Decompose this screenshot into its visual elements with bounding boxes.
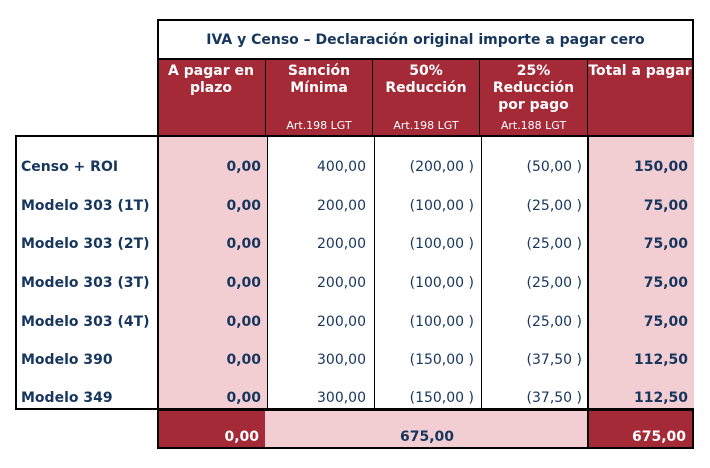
row-label: Modelo 349 [21, 390, 113, 406]
col-header-sub: Art.188 LGT [500, 119, 567, 132]
cell-plazo: 0,00 [226, 390, 261, 406]
cell-total: 75,00 [643, 198, 688, 214]
cell-total: 75,00 [643, 236, 688, 252]
row-label: Modelo 390 [21, 352, 113, 368]
plazo-column-bg [157, 137, 267, 408]
cell-red50: (150,00 ) [409, 352, 474, 368]
divider [267, 137, 268, 408]
col-header-sub: Art.198 LGT [286, 119, 352, 132]
divider [587, 137, 589, 408]
col-header-line: Reducción [492, 80, 575, 96]
border [157, 58, 159, 136]
cell-total: 75,00 [643, 314, 688, 330]
row-label: Modelo 303 (2T) [21, 236, 150, 252]
divider [157, 137, 159, 408]
cell-red50: (100,00 ) [409, 275, 474, 291]
row-label: Modelo 303 (1T) [21, 198, 150, 214]
table-row: Modelo 303 (2T) 0,00 200,00 (100,00 ) (2… [17, 236, 696, 256]
table-body: Censo + ROI 0,00 400,00 (200,00 ) (50,00… [15, 135, 694, 410]
total-plazo: 0,00 [224, 429, 259, 445]
cell-plazo: 0,00 [226, 236, 261, 252]
total-plazo-cell: 0,00 [157, 409, 267, 449]
divider [374, 137, 375, 408]
grand-total: 675,00 [631, 429, 686, 445]
col-header-line: Sanción [287, 63, 351, 79]
table-row: Modelo 390 0,00 300,00 (150,00 ) (37,50 … [17, 352, 696, 372]
cell-plazo: 0,00 [226, 159, 261, 175]
cell-red25: (25,00 ) [526, 236, 582, 252]
col-header-line: por pago [498, 97, 569, 113]
total-sanciones-cell: 675,00 [265, 409, 589, 449]
cell-red25: (25,00 ) [526, 275, 582, 291]
cell-total: 112,50 [633, 352, 688, 368]
row-label: Modelo 303 (3T) [21, 275, 150, 291]
total-sanciones: 675,00 [399, 429, 455, 445]
col-header-red50: 50% Reducción Art.198 LGT [372, 58, 479, 136]
cell-sancion: 300,00 [317, 352, 366, 368]
col-header-line: 25% [516, 63, 551, 79]
cell-red25: (25,00 ) [526, 198, 582, 214]
col-header-line: plazo [189, 80, 233, 96]
divider [481, 137, 482, 408]
col-header-line: 50% [409, 63, 443, 79]
cell-plazo: 0,00 [226, 314, 261, 330]
cell-red50: (100,00 ) [409, 314, 474, 330]
col-header-sub: Art.198 LGT [393, 119, 459, 132]
col-header-red25: 25% Reducción por pago Art.188 LGT [479, 58, 587, 136]
table-row: Modelo 349 0,00 300,00 (150,00 ) (37,50 … [17, 390, 696, 410]
col-header-line: Total a pagar [588, 63, 692, 79]
row-label: Modelo 303 (4T) [21, 314, 150, 330]
cell-red50: (200,00 ) [409, 159, 474, 175]
cell-sancion: 200,00 [317, 314, 366, 330]
col-header-plazo: A pagar en plazo [157, 58, 265, 136]
cell-plazo: 0,00 [226, 352, 261, 368]
cell-red50: (150,00 ) [409, 390, 474, 406]
col-header-line: A pagar en [168, 63, 254, 79]
table-row: Censo + ROI 0,00 400,00 (200,00 ) (50,00… [17, 159, 696, 179]
table-row: Modelo 303 (1T) 0,00 200,00 (100,00 ) (2… [17, 198, 696, 218]
cell-sancion: 400,00 [317, 159, 366, 175]
cell-total: 112,50 [633, 390, 688, 406]
cell-plazo: 0,00 [226, 198, 261, 214]
cell-red50: (100,00 ) [409, 236, 474, 252]
cell-total: 150,00 [633, 159, 688, 175]
table-title: IVA y Censo – Declaración original impor… [157, 19, 694, 59]
col-header-line: Reducción [385, 80, 467, 96]
cell-total: 75,00 [643, 275, 688, 291]
cell-red25: (37,50 ) [526, 352, 582, 368]
cell-red25: (37,50 ) [526, 390, 582, 406]
cell-sancion: 200,00 [317, 198, 366, 214]
cell-red25: (50,00 ) [526, 159, 582, 175]
grand-total-cell: 675,00 [587, 409, 694, 449]
col-header-line: Mínima [290, 80, 348, 96]
total-column-bg [587, 137, 694, 408]
cell-plazo: 0,00 [226, 275, 261, 291]
cell-red25: (25,00 ) [526, 314, 582, 330]
col-header-total: Total a pagar [587, 58, 694, 136]
cell-sancion: 200,00 [317, 236, 366, 252]
cell-red50: (100,00 ) [409, 198, 474, 214]
table-row: Modelo 303 (3T) 0,00 200,00 (100,00 ) (2… [17, 275, 696, 295]
cell-sancion: 300,00 [317, 390, 366, 406]
row-label: Censo + ROI [21, 159, 119, 175]
table-row: Modelo 303 (4T) 0,00 200,00 (100,00 ) (2… [17, 314, 696, 334]
col-header-sancion: Sanción Mínima Art.198 LGT [265, 58, 372, 136]
cell-sancion: 200,00 [317, 275, 366, 291]
